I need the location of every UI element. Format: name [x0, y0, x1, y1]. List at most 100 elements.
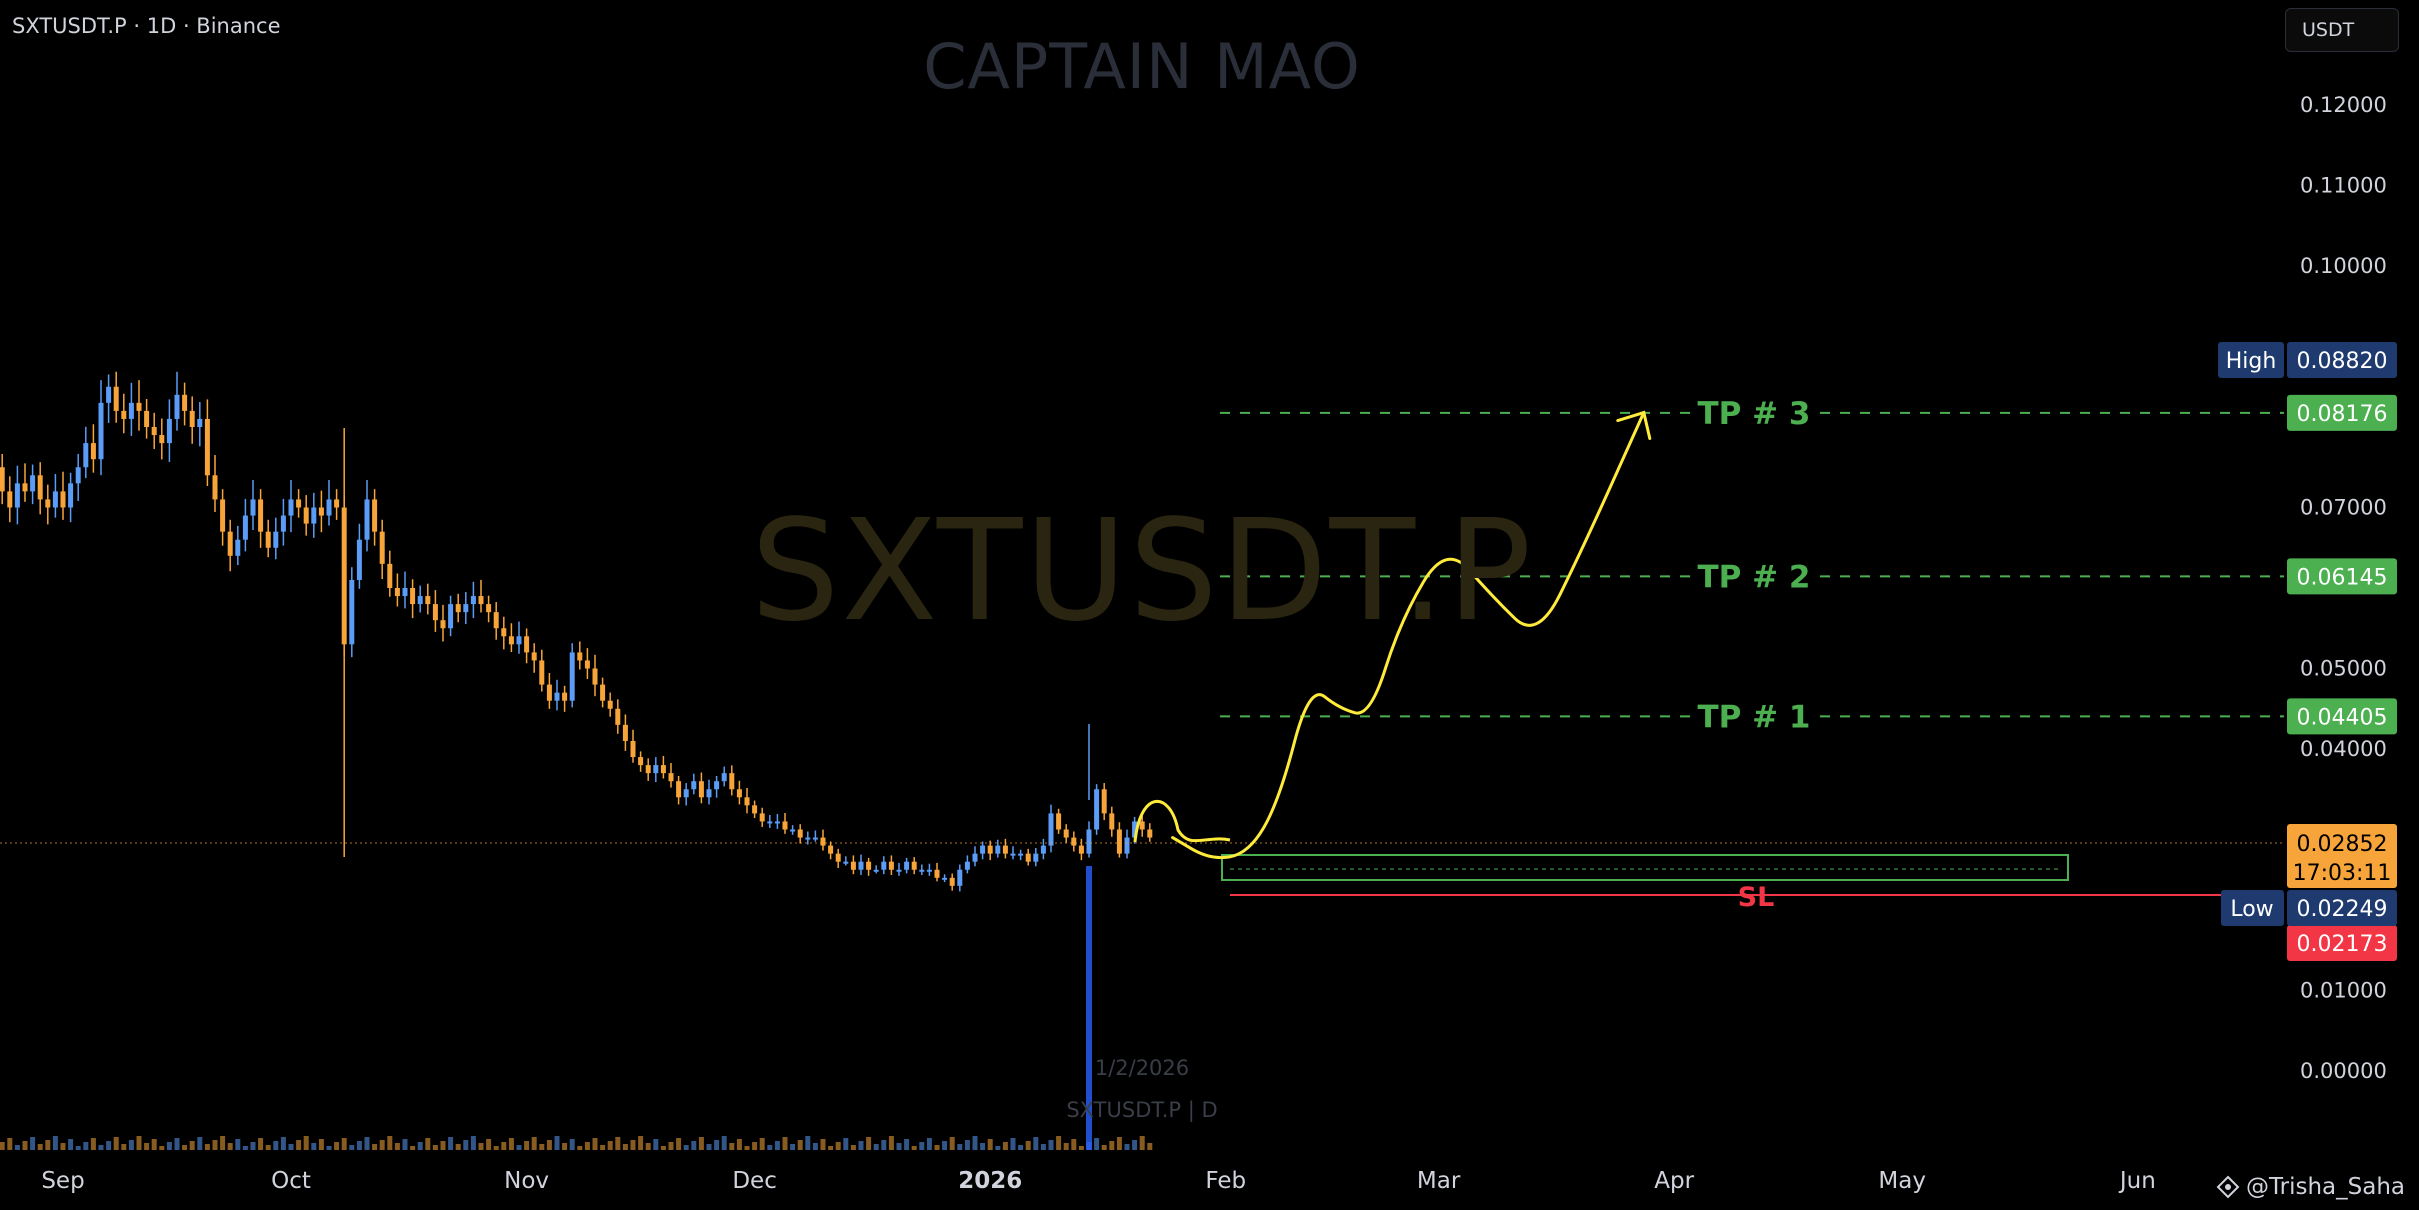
- volume-bar: [144, 1143, 150, 1150]
- volume-bar: [1048, 1140, 1054, 1150]
- candle-body: [52, 491, 58, 508]
- volume-bar: [539, 1144, 545, 1150]
- candle-body: [645, 765, 651, 774]
- candle-body: [387, 563, 393, 588]
- volume-bar: [387, 1136, 393, 1150]
- volume-bar: [204, 1144, 210, 1150]
- x-tick-label: Jun: [2118, 1168, 2156, 1194]
- volume-bar: [698, 1137, 704, 1150]
- volume-bar: [668, 1142, 674, 1150]
- candle-body: [212, 475, 218, 500]
- volume-bar: [455, 1144, 461, 1150]
- candle-body: [987, 845, 993, 854]
- volume-bar: [311, 1143, 317, 1150]
- candle-body: [691, 781, 697, 790]
- volume-bar: [432, 1145, 438, 1150]
- author-name: @Trisha_Saha: [2245, 1174, 2405, 1200]
- volume-bar: [425, 1138, 431, 1150]
- candle-body: [1071, 837, 1077, 846]
- candle-body: [531, 652, 537, 661]
- candle-body: [843, 861, 849, 864]
- candle-body: [752, 805, 758, 814]
- volume-bar: [736, 1139, 742, 1150]
- candle-body: [37, 475, 43, 500]
- volume-bar: [622, 1144, 628, 1150]
- candle-body: [615, 708, 621, 725]
- volume-bar: [942, 1141, 948, 1150]
- volume-bar: [45, 1140, 51, 1150]
- volume-bar: [1018, 1145, 1024, 1150]
- candle-body: [904, 861, 910, 870]
- volume-bar: [615, 1137, 621, 1150]
- volume-bar: [52, 1136, 58, 1150]
- candle-body: [334, 499, 340, 508]
- author-attribution[interactable]: @Trisha_Saha: [2216, 1174, 2405, 1200]
- volume-bar: [121, 1144, 127, 1150]
- level-price-tag: [2287, 698, 2397, 735]
- candle-body: [888, 861, 894, 870]
- candle-body: [440, 620, 446, 629]
- candle-body: [90, 443, 96, 460]
- candle-body: [273, 531, 279, 548]
- candles: [0, 371, 1153, 892]
- volume-bar: [364, 1137, 370, 1150]
- volume-bar: [463, 1140, 469, 1150]
- x-tick-label: Dec: [732, 1168, 777, 1194]
- consolidation-loop: [1133, 800, 1231, 843]
- candle-body: [508, 636, 514, 645]
- volume-bar: [30, 1137, 36, 1150]
- candle-body: [584, 660, 590, 669]
- candle-body: [820, 837, 826, 846]
- y-tick-label: 0.12000: [2300, 93, 2387, 117]
- candle-body: [866, 861, 872, 870]
- candle-body: [402, 588, 408, 597]
- volume-bar: [888, 1136, 894, 1150]
- volume-bar: [577, 1146, 583, 1150]
- candle-body: [166, 418, 172, 444]
- candle-body: [182, 394, 188, 411]
- candle-body: [926, 869, 932, 872]
- candle-body: [265, 531, 271, 548]
- candle-body: [835, 853, 841, 862]
- candle-body: [410, 588, 416, 605]
- volume-bar: [0, 1142, 5, 1150]
- volume-bar: [706, 1144, 712, 1150]
- volume-bar: [341, 1138, 347, 1150]
- volume-bar: [288, 1144, 294, 1150]
- high-value-tag: [2287, 342, 2397, 378]
- candle-body: [1078, 845, 1084, 854]
- volume-bar: [242, 1146, 248, 1150]
- volume-bar: [1002, 1142, 1008, 1150]
- volume-bar: [980, 1143, 986, 1150]
- volume-bar: [113, 1137, 119, 1150]
- symbol-header[interactable]: SXTUSDT.P · 1D · Binance: [12, 14, 281, 38]
- candle-body: [1063, 829, 1069, 838]
- candle-body: [949, 877, 955, 886]
- candle-body: [797, 829, 803, 838]
- candle-body: [448, 604, 454, 629]
- volume-bar: [904, 1139, 910, 1150]
- candle-body: [736, 789, 742, 798]
- volume-bar: [486, 1139, 492, 1150]
- volume-bar: [562, 1143, 568, 1150]
- high-value: 0.08820: [2297, 349, 2388, 374]
- candle-body: [539, 660, 545, 685]
- currency-button[interactable]: USDT: [2285, 8, 2399, 52]
- candle-body: [425, 596, 431, 605]
- volume-bar: [1056, 1136, 1062, 1150]
- volume-bar: [1139, 1136, 1145, 1150]
- volume-bar: [516, 1145, 522, 1150]
- currency-label: USDT: [2302, 19, 2355, 41]
- candle-body: [812, 837, 818, 840]
- volume-bar: [828, 1146, 834, 1150]
- candle-body: [1056, 813, 1062, 830]
- candle-body: [1048, 813, 1054, 846]
- candle-body: [1010, 853, 1016, 856]
- volume-bar: [653, 1139, 659, 1150]
- volume-bar: [645, 1143, 651, 1150]
- candle-body: [600, 684, 606, 701]
- trade-levels: TP # 3 0.08176 TP # 2 0.06145 TP # 1 0.04405 S…: [0, 342, 2397, 961]
- volume-bar: [349, 1145, 355, 1150]
- volume-bar: [600, 1145, 606, 1150]
